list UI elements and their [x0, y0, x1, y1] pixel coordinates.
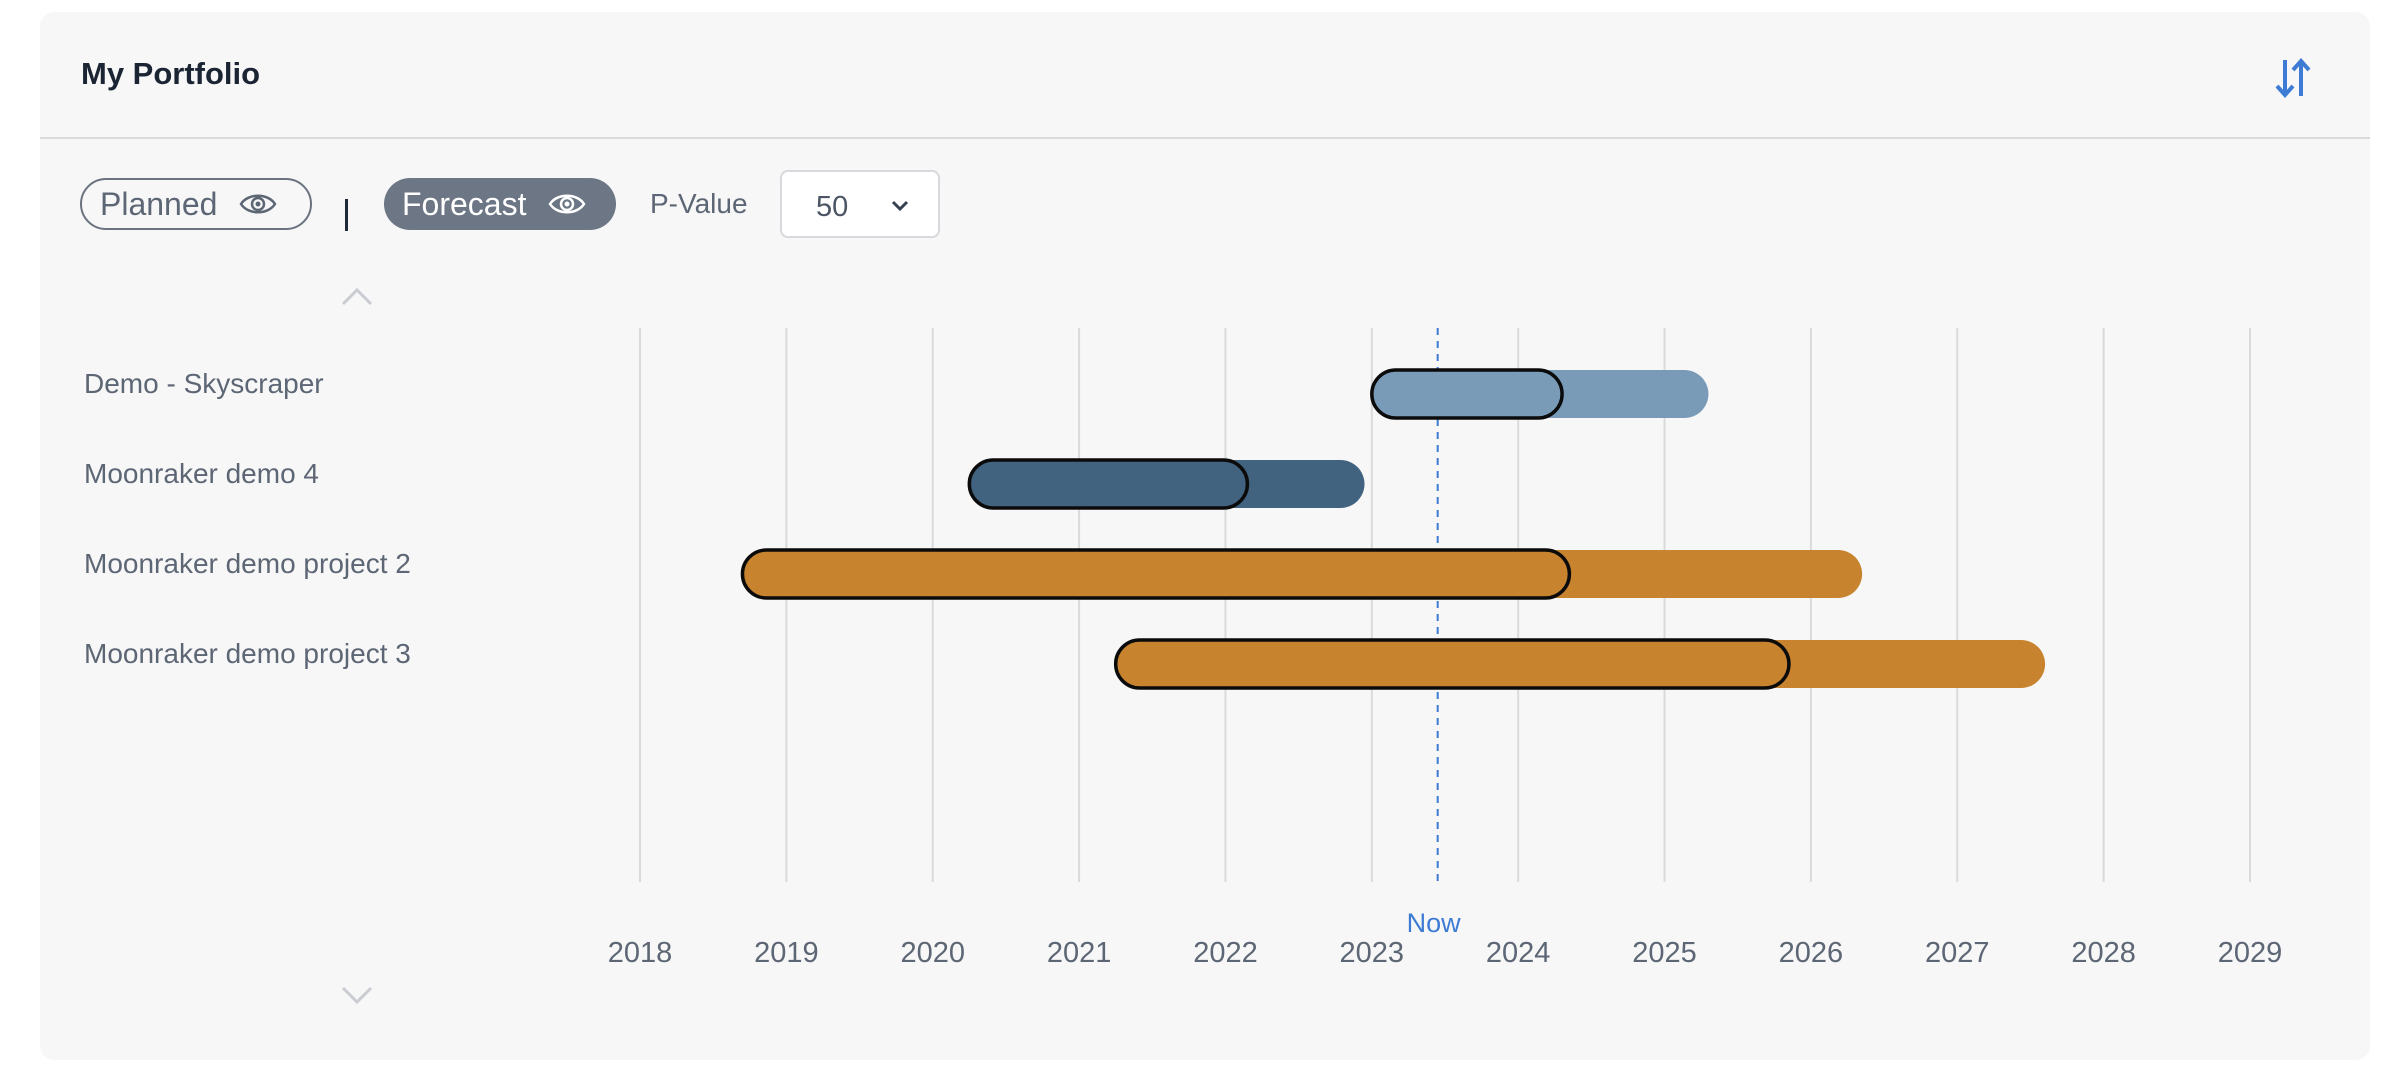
x-tick-label: 2027 — [1925, 937, 1990, 969]
x-tick-label: 2023 — [1340, 937, 1405, 969]
pvalue-selected-value: 50 — [816, 191, 849, 223]
project-name[interactable]: Demo - Skyscraper — [84, 368, 324, 399]
project-name[interactable]: Moonraker demo project 3 — [84, 638, 411, 669]
now-label: Now — [1407, 908, 1462, 938]
planned-toggle-label: Planned — [100, 185, 218, 222]
gantt-chart: 2018 2019 2020 2021 2022 2023 2024 2025 2026 2027… — [608, 328, 2283, 969]
planned-bar[interactable] — [740, 548, 1572, 600]
scroll-up-icon[interactable] — [340, 284, 374, 310]
project-name[interactable]: Moonraker demo project 2 — [84, 548, 411, 579]
pvalue-label: P-Value — [650, 188, 748, 219]
planned-bar[interactable] — [967, 458, 1250, 510]
scroll-down-icon[interactable] — [340, 982, 374, 1008]
portfolio-card: My Portfolio Planned Forecast P-Value 50 — [40, 12, 2370, 1060]
forecast-toggle[interactable]: Forecast — [384, 178, 616, 230]
chevron-down-icon — [891, 200, 909, 212]
x-tick-label: 2024 — [1486, 937, 1551, 969]
x-tick-label: 2019 — [754, 937, 819, 969]
x-tick-label: 2028 — [2071, 937, 2136, 969]
x-tick-label: 2022 — [1193, 937, 1258, 969]
sort-arrows-icon[interactable] — [2273, 56, 2313, 100]
card-header: My Portfolio — [40, 12, 2370, 139]
x-tick-label: 2026 — [1779, 937, 1844, 969]
page-title: My Portfolio — [81, 56, 261, 91]
x-tick-label: 2021 — [1047, 937, 1112, 969]
forecast-toggle-label: Forecast — [402, 185, 527, 222]
toggle-separator — [345, 199, 348, 231]
planned-bar[interactable] — [1370, 368, 1564, 420]
eye-icon — [239, 194, 277, 214]
x-tick-label: 2020 — [900, 937, 965, 969]
x-tick-label: 2018 — [608, 937, 673, 969]
x-tick-label: 2025 — [1632, 937, 1697, 969]
pvalue-select[interactable]: 50 — [780, 170, 940, 238]
x-tick-label: 2029 — [2218, 937, 2283, 969]
project-name[interactable]: Moonraker demo 4 — [84, 458, 320, 489]
planned-toggle[interactable]: Planned — [80, 178, 312, 230]
planned-bar[interactable] — [1113, 638, 1791, 690]
eye-icon — [549, 194, 586, 214]
